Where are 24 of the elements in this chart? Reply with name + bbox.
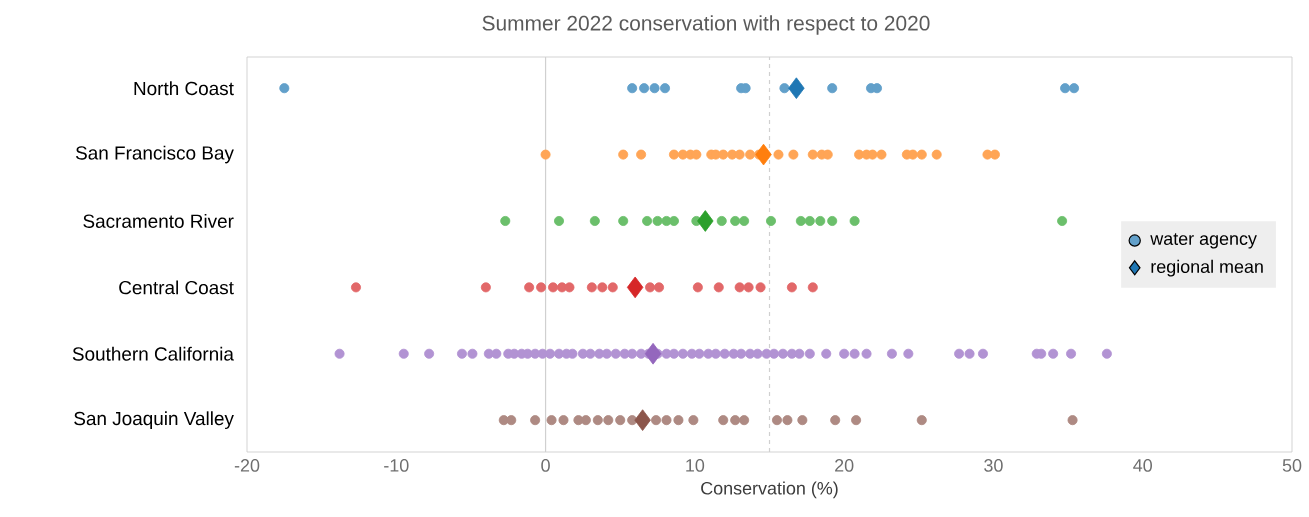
y-tick-label: Central Coast bbox=[119, 280, 234, 295]
x-tick-label: 0 bbox=[541, 459, 550, 472]
point bbox=[626, 276, 644, 299]
chart-title: Summer 2022 conservation with respect to 2020 bbox=[482, 15, 930, 35]
y-tick-label: Sacramento River bbox=[83, 214, 234, 228]
point bbox=[634, 409, 651, 431]
point bbox=[755, 143, 772, 166]
x-tick-label: -20 bbox=[234, 459, 260, 472]
y-tick-label: San Joaquin Valley bbox=[74, 411, 234, 429]
x-tick-label: -10 bbox=[384, 459, 409, 472]
x-tick-label: 20 bbox=[835, 459, 854, 472]
point bbox=[697, 210, 714, 232]
x-tick-label: 50 bbox=[1282, 459, 1302, 472]
x-axis-title: Conservation (%) bbox=[701, 481, 838, 499]
x-tick-label: 30 bbox=[984, 459, 1003, 472]
legend-label: regional mean bbox=[1151, 259, 1263, 277]
legend-label: water agency bbox=[1150, 233, 1257, 249]
y-tick-label: San Francisco Bay bbox=[75, 145, 234, 164]
point bbox=[788, 77, 805, 99]
y-tick-label: North Coast bbox=[134, 81, 234, 96]
y-tick-label: Southern California bbox=[72, 346, 234, 361]
point bbox=[644, 342, 662, 365]
x-tick-label: 40 bbox=[1133, 459, 1152, 472]
x-tick-label: 10 bbox=[686, 459, 705, 472]
